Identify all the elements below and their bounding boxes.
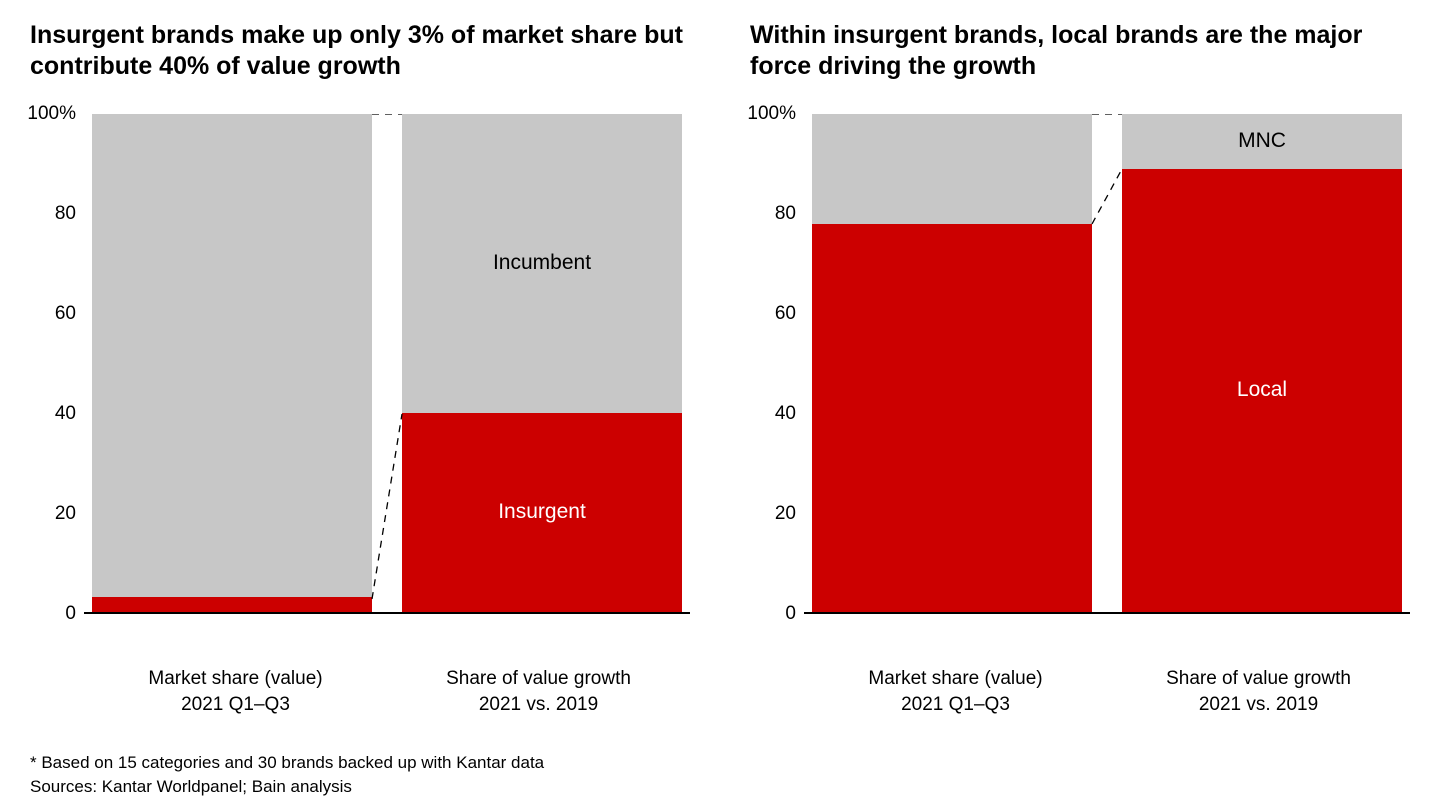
right-plot-area: MNC Local	[804, 114, 1410, 614]
right-panel-title: Within insurgent brands, local brands ar…	[750, 20, 1410, 84]
panels-container: Insurgent brands make up only 3% of mark…	[30, 20, 1410, 717]
y-tick-20: 20	[55, 503, 76, 525]
left-panel: Insurgent brands make up only 3% of mark…	[30, 20, 690, 717]
y-tick-20: 20	[775, 503, 796, 525]
x-label-line2: 2021 vs. 2019	[1199, 694, 1318, 715]
left-panel-title: Insurgent brands make up only 3% of mark…	[30, 20, 690, 84]
x-label-line1: Share of value growth	[446, 668, 631, 689]
right-y-axis: 100% 80 60 40 20 0	[750, 114, 804, 614]
y-tick-0: 0	[785, 603, 796, 625]
left-bar-value-growth: Incumbent Insurgent	[402, 114, 682, 612]
seg-label: Incumbent	[493, 251, 591, 275]
right-chart: 100% 80 60 40 20 0 MNC Local	[750, 114, 1410, 654]
left-y-axis: 100% 80 60 40 20 0	[30, 114, 84, 614]
footnote-text: * Based on 15 categories and 30 brands b…	[30, 751, 1410, 775]
right-bars-row: MNC Local	[804, 114, 1410, 612]
left-bar1-seg-top: Incumbent	[402, 114, 682, 413]
left-x-label-1: Share of value growth 2021 vs. 2019	[387, 666, 690, 717]
left-bar0-seg-top	[92, 114, 372, 597]
y-tick-60: 60	[55, 303, 76, 325]
x-label-line1: Share of value growth	[1166, 668, 1351, 689]
right-bar0-seg-top	[812, 114, 1092, 224]
left-bar-market-share	[92, 114, 372, 612]
x-label-line2: 2021 Q1–Q3	[901, 694, 1010, 715]
left-x-labels: Market share (value) 2021 Q1–Q3 Share of…	[84, 666, 690, 717]
right-bar1-seg-bottom: Local	[1122, 169, 1402, 612]
right-bar-value-growth: MNC Local	[1122, 114, 1402, 612]
right-bar1-seg-top: MNC	[1122, 114, 1402, 169]
seg-label: Local	[1237, 378, 1287, 402]
right-x-labels: Market share (value) 2021 Q1–Q3 Share of…	[804, 666, 1410, 717]
right-bar0-seg-bottom	[812, 224, 1092, 612]
left-bar0-seg-bottom	[92, 597, 372, 612]
seg-label: MNC	[1238, 129, 1286, 153]
x-label-line1: Market share (value)	[148, 668, 322, 689]
y-tick-0: 0	[65, 603, 76, 625]
right-x-label-1: Share of value growth 2021 vs. 2019	[1107, 666, 1410, 717]
y-tick-60: 60	[775, 303, 796, 325]
seg-label: Insurgent	[498, 500, 586, 524]
x-label-line2: 2021 Q1–Q3	[181, 694, 290, 715]
y-tick-80: 80	[775, 203, 796, 225]
left-plot-area: Incumbent Insurgent	[84, 114, 690, 614]
left-x-label-0: Market share (value) 2021 Q1–Q3	[84, 666, 387, 717]
sources-text: Sources: Kantar Worldpanel; Bain analysi…	[30, 775, 1410, 799]
y-tick-100: 100%	[747, 103, 796, 125]
y-tick-40: 40	[55, 403, 76, 425]
right-panel: Within insurgent brands, local brands ar…	[750, 20, 1410, 717]
x-label-line1: Market share (value)	[868, 668, 1042, 689]
right-bar-market-share	[812, 114, 1092, 612]
x-label-line2: 2021 vs. 2019	[479, 694, 598, 715]
right-x-label-0: Market share (value) 2021 Q1–Q3	[804, 666, 1107, 717]
left-bars-row: Incumbent Insurgent	[84, 114, 690, 612]
footnotes: * Based on 15 categories and 30 brands b…	[30, 751, 1410, 799]
y-tick-100: 100%	[27, 103, 76, 125]
left-bar1-seg-bottom: Insurgent	[402, 413, 682, 612]
y-tick-40: 40	[775, 403, 796, 425]
y-tick-80: 80	[55, 203, 76, 225]
left-chart: 100% 80 60 40 20 0 Incumbent Insurgent	[30, 114, 690, 654]
